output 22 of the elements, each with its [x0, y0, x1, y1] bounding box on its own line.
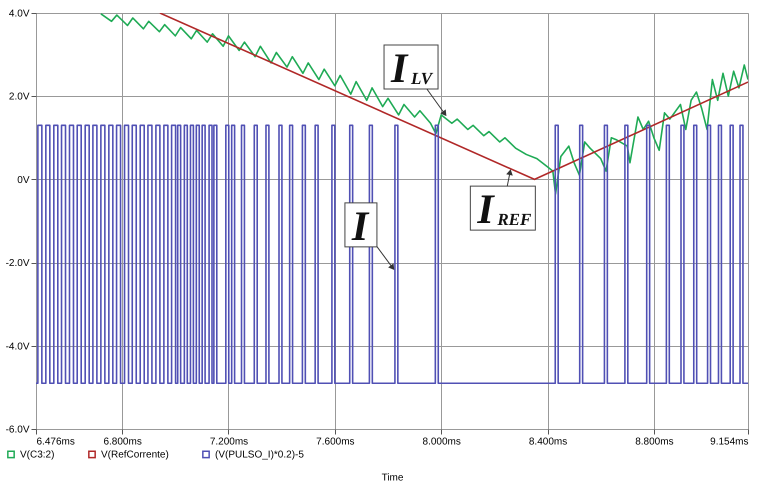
y-tick-label: 2.0V [8, 92, 30, 103]
x-tick-label: 8.000ms [422, 436, 461, 448]
legend-label: V(RefCorrente) [101, 449, 169, 460]
x-tick-label: 6.476ms [36, 436, 75, 448]
y-tick-label: 0V [17, 174, 30, 186]
x-tick-label: 7.600ms [316, 436, 355, 448]
y-tick-label: -4.0V [6, 341, 30, 352]
x-tick-label: 7.200ms [210, 436, 248, 448]
annotation: ILV [390, 46, 434, 92]
x-tick-label: 6.800ms [103, 436, 142, 448]
annotation: IREF [476, 187, 532, 234]
annotation: I [350, 204, 370, 250]
x-tick-label: 8.400ms [528, 436, 568, 448]
y-tick-label: -6.0V [6, 424, 30, 436]
legend-label: (V(PULSO_I)*0.2)-5 [215, 449, 304, 460]
x-axis-title: Time [382, 472, 404, 484]
x-tick-label: 8.800ms [635, 436, 674, 448]
y-tick-label: 4.0V [8, 8, 30, 20]
y-tick-label: -2.0V [6, 258, 30, 270]
legend-label: V(C3:2) [20, 449, 54, 460]
x-tick-label: 9.154ms [710, 436, 748, 448]
line-series [100, 13, 748, 195]
